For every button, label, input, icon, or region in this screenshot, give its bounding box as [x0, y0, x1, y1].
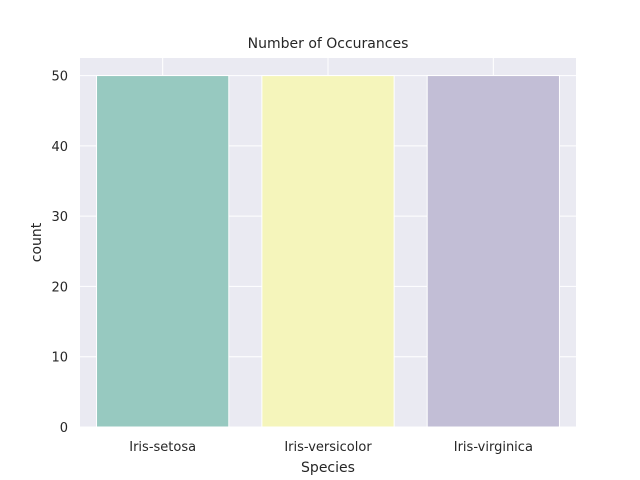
bar-iris-setosa — [96, 75, 230, 428]
x-tick-label: Iris-versicolor — [284, 440, 372, 455]
x-tick-label: Iris-setosa — [129, 440, 196, 455]
x-tick-labels: Iris-setosa Iris-versicolor Iris-virginica — [129, 440, 533, 455]
chart-title: Number of Occurances — [248, 36, 409, 52]
x-axis-label: Species — [301, 460, 355, 476]
x-tick-label: Iris-virginica — [454, 440, 533, 455]
y-tick-label: 30 — [51, 210, 68, 225]
y-tick-label: 10 — [51, 351, 68, 366]
y-tick-label: 40 — [51, 140, 68, 155]
bars — [96, 75, 560, 428]
y-axis-label: count — [29, 222, 45, 262]
bar-iris-versicolor — [261, 75, 395, 428]
y-tick-label: 0 — [60, 421, 68, 436]
bar-iris-virginica — [426, 75, 560, 428]
y-tick-label: 20 — [51, 280, 68, 295]
y-tick-label: 50 — [51, 70, 68, 85]
y-tick-labels: 0 10 20 30 40 50 — [51, 70, 68, 436]
